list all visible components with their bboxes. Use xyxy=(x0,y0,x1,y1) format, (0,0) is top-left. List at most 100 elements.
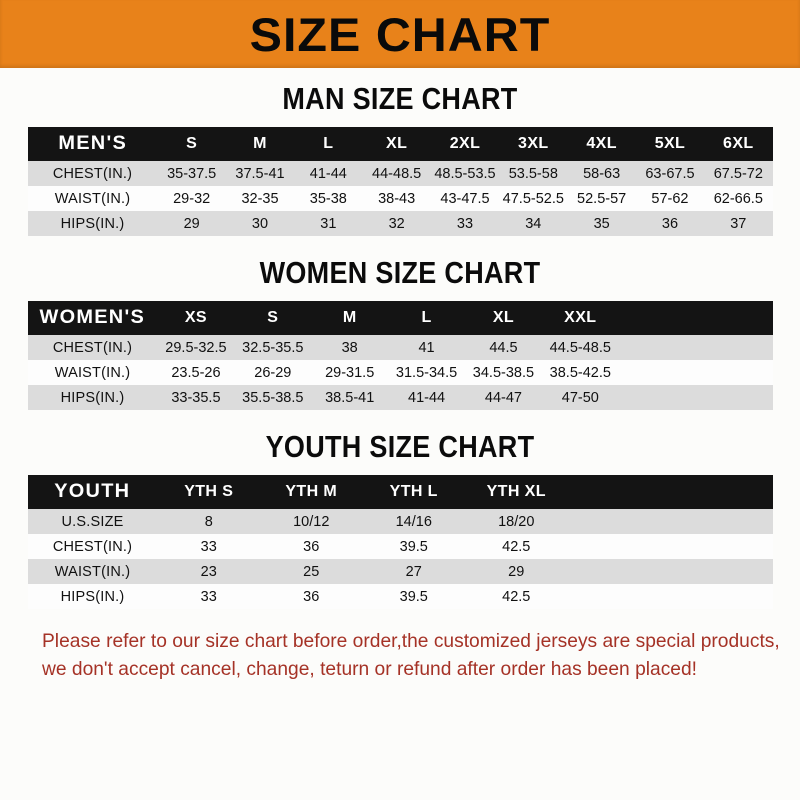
page-title: SIZE CHART xyxy=(249,7,551,61)
size-column-header: XS xyxy=(157,301,235,335)
size-column-header xyxy=(670,475,773,509)
measurement-value: 33 xyxy=(157,534,260,559)
table-row: HIPS(IN.) 29 30 31 32 33 34 35 36 37 xyxy=(27,211,773,236)
size-column-header: XXL xyxy=(541,301,619,335)
measurement-value: 44.5 xyxy=(465,335,542,360)
measurement-value: 35-38 xyxy=(294,186,363,211)
measurement-value: 8 xyxy=(157,509,260,534)
measurement-value xyxy=(695,360,773,385)
measurement-value xyxy=(670,509,773,534)
section-title-man: MAN SIZE CHART xyxy=(282,82,518,116)
measurement-value: 43-47.5 xyxy=(430,186,500,211)
size-column-header xyxy=(695,301,773,335)
table-body-man: MEN'S S M L XL 2XL 3XL 4XL 5XL 6XL CHEST(IN.) 35-37… xyxy=(27,127,773,236)
measurement-value xyxy=(567,559,670,584)
measurement-label: CHEST(IN.) xyxy=(27,161,158,186)
measurement-value: 27 xyxy=(362,559,465,584)
measurement-value: 47.5-52.5 xyxy=(499,186,568,211)
size-column-header: YTH S xyxy=(157,475,260,509)
measurement-value: 39.5 xyxy=(362,584,465,609)
measurement-value: 42.5 xyxy=(465,534,568,559)
size-column-header: YTH M xyxy=(260,475,363,509)
measurement-value: 58-63 xyxy=(567,161,636,186)
table-row: WAIST(IN.) 29-32 32-35 35-38 38-43 43-47.5 47.… xyxy=(27,186,773,211)
measurement-value xyxy=(567,584,670,609)
measurement-label: HIPS(IN.) xyxy=(27,584,158,609)
measurement-value: 31 xyxy=(294,211,363,236)
size-column-header: S xyxy=(234,301,312,335)
size-column-header: XL xyxy=(362,127,431,161)
measurement-value: 38.5-42.5 xyxy=(541,360,619,385)
size-column-header: L xyxy=(388,301,465,335)
size-column-header: XL xyxy=(465,301,542,335)
measurement-value xyxy=(670,584,773,609)
measurement-value: 29-32 xyxy=(157,186,226,211)
measurement-value xyxy=(567,534,670,559)
size-column-header: M xyxy=(311,301,389,335)
table-row: HIPS(IN.) 33-35.5 35.5-38.5 38.5-41 41-44 44-… xyxy=(27,385,773,410)
footer-line-1: Please refer to our size chart before or… xyxy=(42,630,780,652)
corner-label-text: WOMEN'S xyxy=(39,307,146,328)
size-column-header: 6XL xyxy=(704,127,773,161)
measurement-value: 36 xyxy=(260,534,363,559)
measurement-value: 34.5-38.5 xyxy=(465,360,542,385)
table-row: CHEST(IN.) 29.5-32.5 32.5-35.5 38 41 44.5 44.5… xyxy=(27,335,773,360)
size-column-header xyxy=(567,475,670,509)
measurement-value: 29.5-32.5 xyxy=(157,335,235,360)
corner-label-text: MEN'S xyxy=(58,133,127,154)
size-column-header: YTH L xyxy=(362,475,465,509)
measurement-value: 25 xyxy=(260,559,363,584)
measurement-value: 53.5-58 xyxy=(499,161,568,186)
measurement-value: 29 xyxy=(157,211,226,236)
size-column-header xyxy=(618,301,696,335)
corner-label-women: WOMEN'S xyxy=(27,301,158,335)
table-row: CHEST(IN.) 33 36 39.5 42.5 xyxy=(27,534,773,559)
measurement-value: 62-66.5 xyxy=(704,186,773,211)
corner-label-man: MEN'S xyxy=(27,127,158,161)
table-header-row-man: MEN'S S M L XL 2XL 3XL 4XL 5XL 6XL xyxy=(27,127,773,161)
measurement-label: HIPS(IN.) xyxy=(27,385,158,410)
page-banner: SIZE CHART xyxy=(0,0,800,68)
size-column-header: M xyxy=(225,127,295,161)
section-title-women: WOMEN SIZE CHART xyxy=(259,256,541,290)
size-table-youth: YOUTH YTH S YTH M YTH L YTH XL U.S.SIZE 8 10/12… xyxy=(27,475,773,609)
measurement-value: 23 xyxy=(157,559,260,584)
table-body-women: WOMEN'S XS S M L XL XXL CHEST(IN.) 29.5-32.5 32.5… xyxy=(27,301,773,410)
measurement-value xyxy=(695,385,773,410)
size-column-header: 4XL xyxy=(567,127,636,161)
measurement-value: 33 xyxy=(430,211,500,236)
measurement-label: WAIST(IN.) xyxy=(27,186,158,211)
measurement-value: 52.5-57 xyxy=(567,186,636,211)
measurement-value: 44-48.5 xyxy=(362,161,431,186)
measurement-label: WAIST(IN.) xyxy=(27,559,158,584)
corner-label-text: YOUTH xyxy=(54,481,131,502)
measurement-label: HIPS(IN.) xyxy=(27,211,158,236)
corner-label-youth: YOUTH xyxy=(27,475,158,509)
measurement-value: 35.5-38.5 xyxy=(234,385,312,410)
measurement-value: 35 xyxy=(567,211,636,236)
measurement-value: 41-44 xyxy=(294,161,363,186)
measurement-value: 10/12 xyxy=(260,509,363,534)
footer-disclaimer: Please refer to our size chart before or… xyxy=(20,627,780,684)
table-body-youth: YOUTH YTH S YTH M YTH L YTH XL U.S.SIZE 8 10/12… xyxy=(27,475,773,609)
size-column-header: L xyxy=(294,127,363,161)
measurement-value: 48.5-53.5 xyxy=(430,161,500,186)
measurement-value xyxy=(567,509,670,534)
measurement-value: 36 xyxy=(635,211,705,236)
measurement-value xyxy=(670,559,773,584)
table-row: U.S.SIZE 8 10/12 14/16 18/20 xyxy=(27,509,773,534)
size-column-header: 5XL xyxy=(635,127,705,161)
measurement-label: CHEST(IN.) xyxy=(27,335,158,360)
size-column-header: S xyxy=(157,127,226,161)
measurement-label: U.S.SIZE xyxy=(27,509,158,534)
table-header-row-women: WOMEN'S XS S M L XL XXL xyxy=(27,301,773,335)
measurement-label: WAIST(IN.) xyxy=(27,360,158,385)
size-column-header: 3XL xyxy=(499,127,568,161)
measurement-value: 38.5-41 xyxy=(311,385,389,410)
measurement-value: 38-43 xyxy=(362,186,431,211)
measurement-value: 32 xyxy=(362,211,431,236)
measurement-label: CHEST(IN.) xyxy=(27,534,158,559)
measurement-value: 29-31.5 xyxy=(311,360,389,385)
measurement-value: 31.5-34.5 xyxy=(388,360,465,385)
